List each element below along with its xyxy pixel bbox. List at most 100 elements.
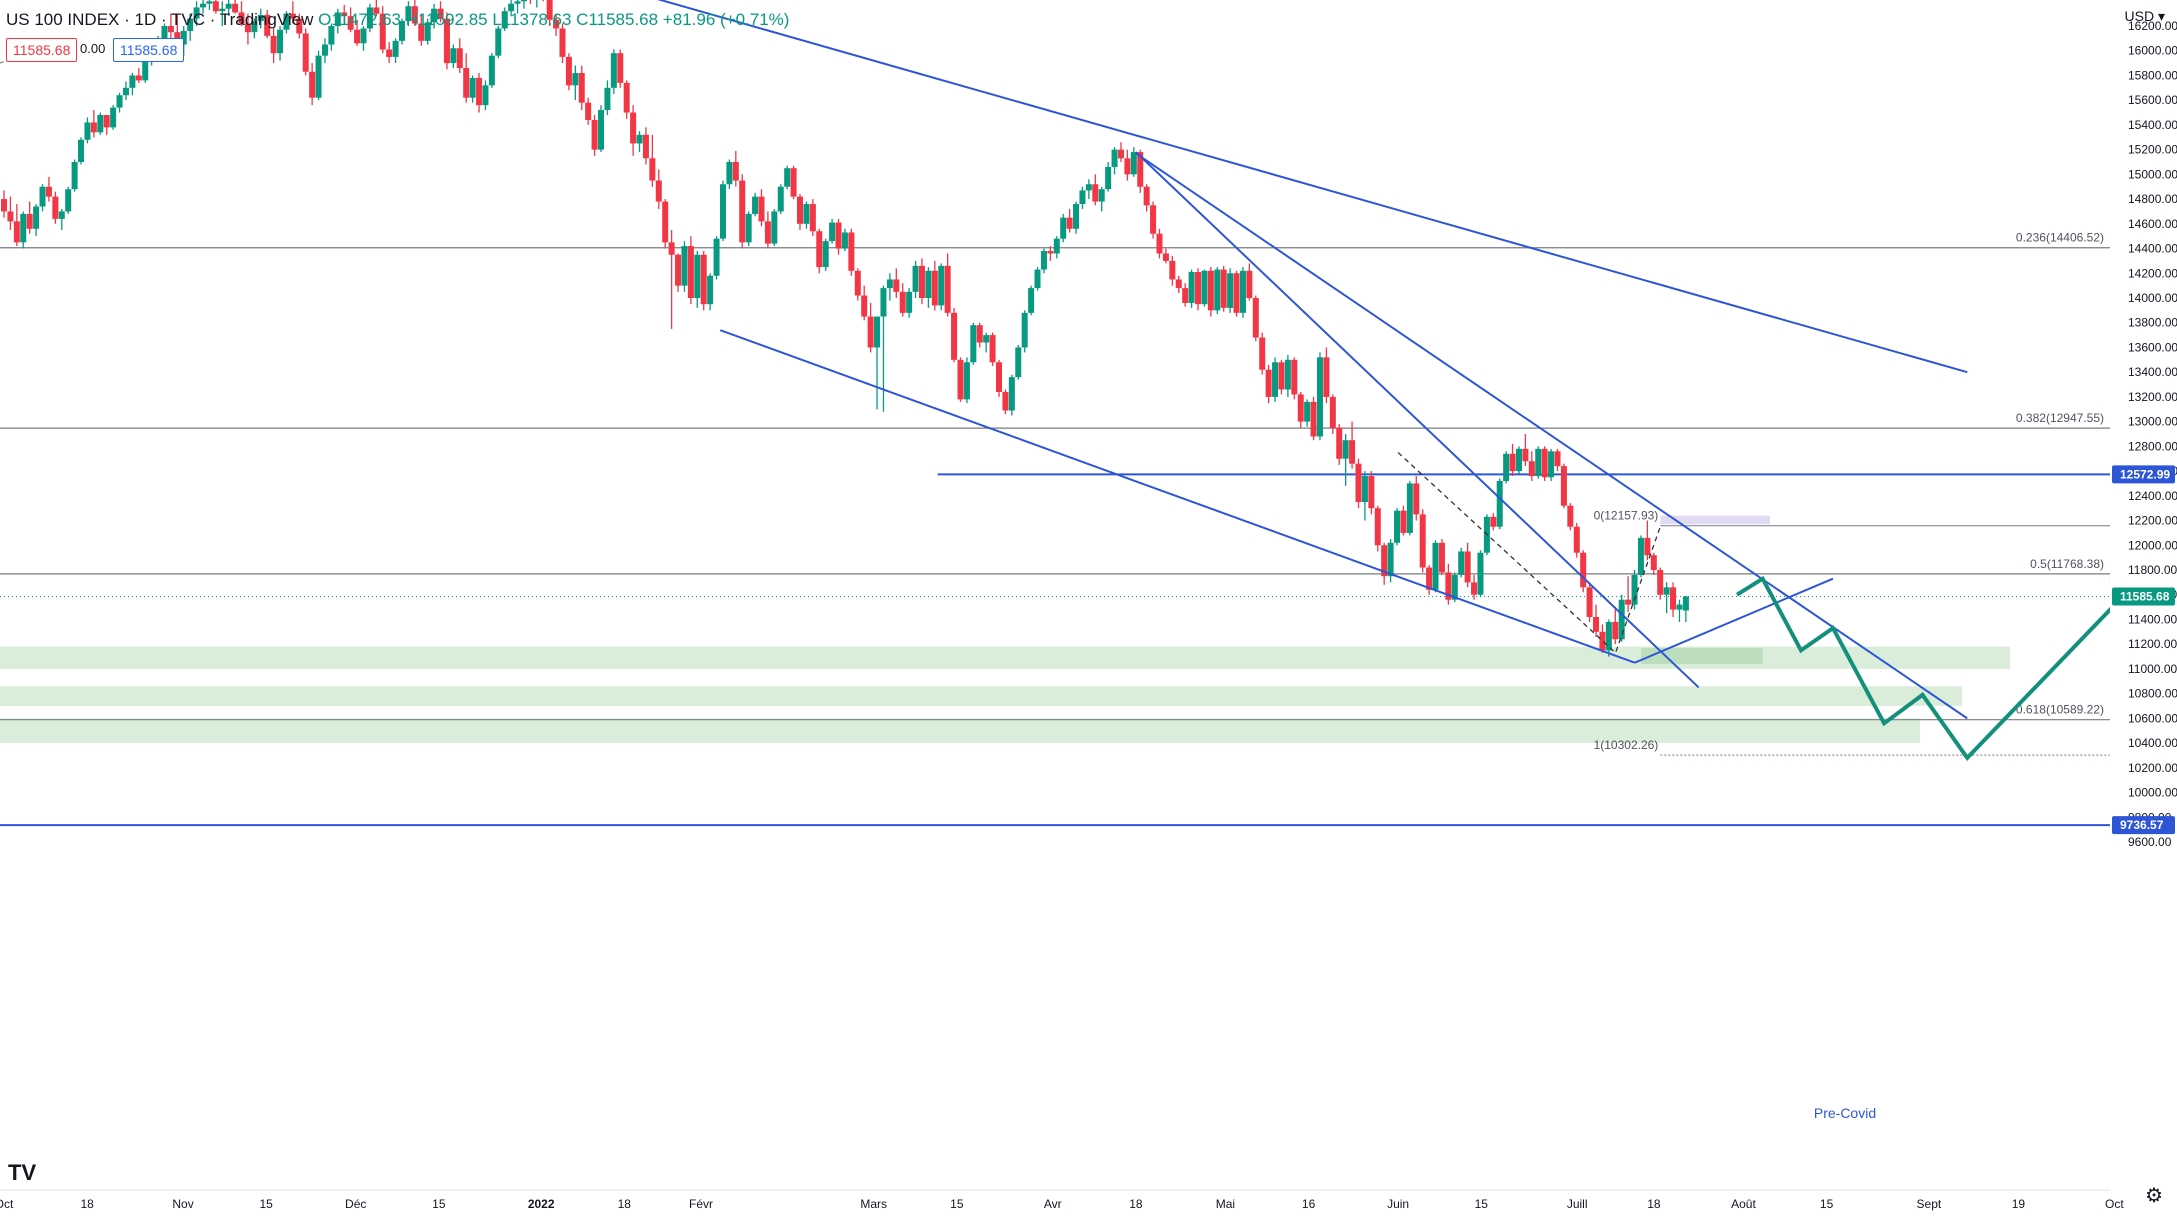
support-price-tag: 9736.57 [2120,818,2164,832]
last-price-tag-bg [2112,587,2175,606]
fib-zone [1660,515,1770,525]
demand-zone-small [1641,647,1763,664]
candle-body [983,335,990,343]
price-tick-label: 14000.00 [2128,291,2177,305]
candle-body [463,68,470,98]
candle-body [874,316,881,348]
candle-body [65,189,72,212]
candle-body [212,1,219,12]
candle-body [1361,476,1368,502]
candle-body [97,115,104,133]
candle-body [1015,347,1022,378]
candle-body [848,232,855,271]
candle-body [1342,440,1349,459]
candle-body [431,8,438,23]
fib-level-label: 0.236(14406.52) [2016,231,2104,245]
candle-body [1,199,7,212]
time-tick-label: Mai [1216,1197,1235,1211]
price-tick-label: 13000.00 [2128,415,2177,429]
candle-body [617,53,624,83]
candle-body [938,265,945,306]
candle-body [103,115,110,128]
candle-body [989,335,996,363]
candle-body [1188,272,1195,303]
fib-one-label: 1(10302.26) [1594,738,1659,752]
candle-body [1445,572,1452,600]
time-tick-label: Nov [172,1197,193,1211]
trendline [1135,152,1968,720]
candle-body [1522,448,1529,462]
candle-body [1002,391,1009,411]
symbol-title[interactable]: US 100 INDEX · 1D · TVC · TradingView [6,10,314,29]
candle-body [200,3,207,8]
candle-body [379,13,386,50]
candle-body [591,119,598,150]
candle-body [399,21,406,41]
candle-body [1682,596,1689,611]
candle-body [405,6,412,22]
candle-body [1150,205,1157,234]
candle-body [1272,362,1279,397]
candle-body [1451,574,1458,600]
price-tick-label: 14800.00 [2128,192,2177,206]
candle-body [347,16,354,30]
candle-body [1406,483,1413,533]
candle-body [694,254,701,298]
candle-body [1349,440,1356,464]
candle-body [1541,448,1548,478]
candle-body [732,162,739,181]
candle-body [1073,204,1080,229]
candle-body [1355,463,1362,502]
candle-body [33,206,40,229]
candle-body [1265,369,1272,397]
candle-body [970,325,977,363]
candle-body [1528,461,1535,477]
candle-body [354,29,361,44]
candle-body [1599,631,1606,651]
price-tick-label: 12400.00 [2128,489,2177,503]
candle-body [1040,251,1047,270]
sell-price-box[interactable]: 11585.68 [6,38,78,62]
candle-body [1137,152,1144,187]
candle-body [1195,272,1202,305]
currency-selector[interactable]: USD ▾ [2124,8,2165,24]
candle-body [1631,574,1638,605]
candle-body [655,180,662,202]
candle-body [1085,184,1092,191]
candle-body [1387,542,1394,577]
candle-body [424,22,431,41]
candle-body [713,238,720,276]
spread-value: 0.00 [78,38,108,60]
gear-icon[interactable]: ⚙ [2145,1185,2163,1207]
time-axis[interactable]: Oct 18 Nov 15 Déc 15 2022 18 Févr Mars 15 Avr 18 Mai 1… [0,1189,2124,1211]
candle-body [758,196,765,222]
candle-body [1323,357,1330,397]
time-tick-label: Oct [2105,1197,2124,1211]
candle-body [341,12,348,17]
candle-body [1515,448,1522,472]
candle-body [1124,158,1131,175]
price-tick-label: 15000.00 [2128,167,2177,181]
price-tick-label: 9600.00 [2128,835,2172,849]
candle-body [1567,505,1574,527]
candle-body [1207,270,1214,311]
fib-level-label: 0.618(10589.22) [2016,703,2104,717]
candle-body [1060,217,1067,239]
candle-body [675,254,682,286]
buy-price-box[interactable]: 11585.68 [113,38,185,62]
last-price-tag: 11585.68 [2120,589,2170,603]
candle-body [739,180,746,243]
candle-body [1496,480,1503,527]
price-axis[interactable]: 9600.009800.0010000.0010200.0010400.0010… [2110,0,2177,1216]
candle-body [1105,166,1112,190]
candle-body [244,23,251,33]
candle-body [867,316,874,348]
candle-body [777,186,784,212]
support-price-tag-bg [2112,816,2175,835]
candle-body [315,55,322,98]
candle-body [745,213,752,243]
price-tick-label: 12000.00 [2128,538,2177,552]
candle-body [180,30,187,45]
horizontal-levels: 0.236(14406.52) 0.382(12947.55) 0.5(11768.… [0,231,2110,827]
